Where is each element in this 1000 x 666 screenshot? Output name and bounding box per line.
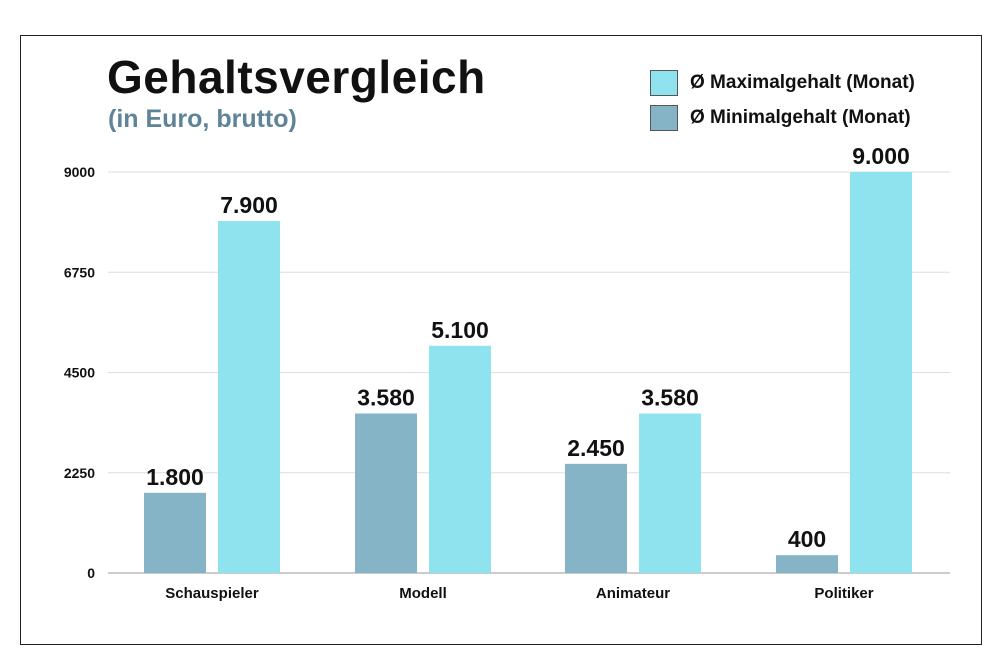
bar-max [850,172,912,573]
legend-item-min: Ø Minimalgehalt (Monat) [650,105,915,131]
legend-swatch-max [650,70,678,96]
chart-title: Gehaltsvergleich [107,51,486,103]
bar-max [639,413,701,573]
legend-swatch-min [650,105,678,131]
data-label: 2.450 [567,435,625,461]
x-category-label: Schauspieler [165,585,259,602]
data-label: 400 [788,526,826,552]
data-label: 3.580 [357,384,415,410]
y-tick-label: 9000 [64,164,95,180]
bar-min [355,413,417,573]
bar-max [218,221,280,573]
legend-label-max: Ø Maximalgehalt (Monat) [690,72,915,93]
legend: Ø Maximalgehalt (Monat) Ø Minimalgehalt … [650,70,915,140]
chart-subtitle: (in Euro, brutto) [108,105,297,133]
data-label: 7.900 [220,192,278,218]
x-category-label: Animateur [596,585,670,602]
data-label: 3.580 [641,384,699,410]
x-category-label: Politiker [814,585,873,602]
bar-min [565,463,627,573]
y-tick-label: 6750 [64,264,95,280]
data-label: 1.800 [146,464,204,490]
y-tick-label: 4500 [64,365,95,381]
bar-min [144,492,206,573]
y-tick-label: 0 [87,565,95,581]
bar-min [776,555,838,573]
x-category-label: Modell [399,585,447,602]
legend-label-min: Ø Minimalgehalt (Monat) [690,107,911,128]
bar-max [429,345,491,573]
legend-item-max: Ø Maximalgehalt (Monat) [650,70,915,96]
data-label: 5.100 [431,317,489,343]
data-label: 9.000 [852,143,910,169]
y-tick-label: 2250 [64,465,95,481]
